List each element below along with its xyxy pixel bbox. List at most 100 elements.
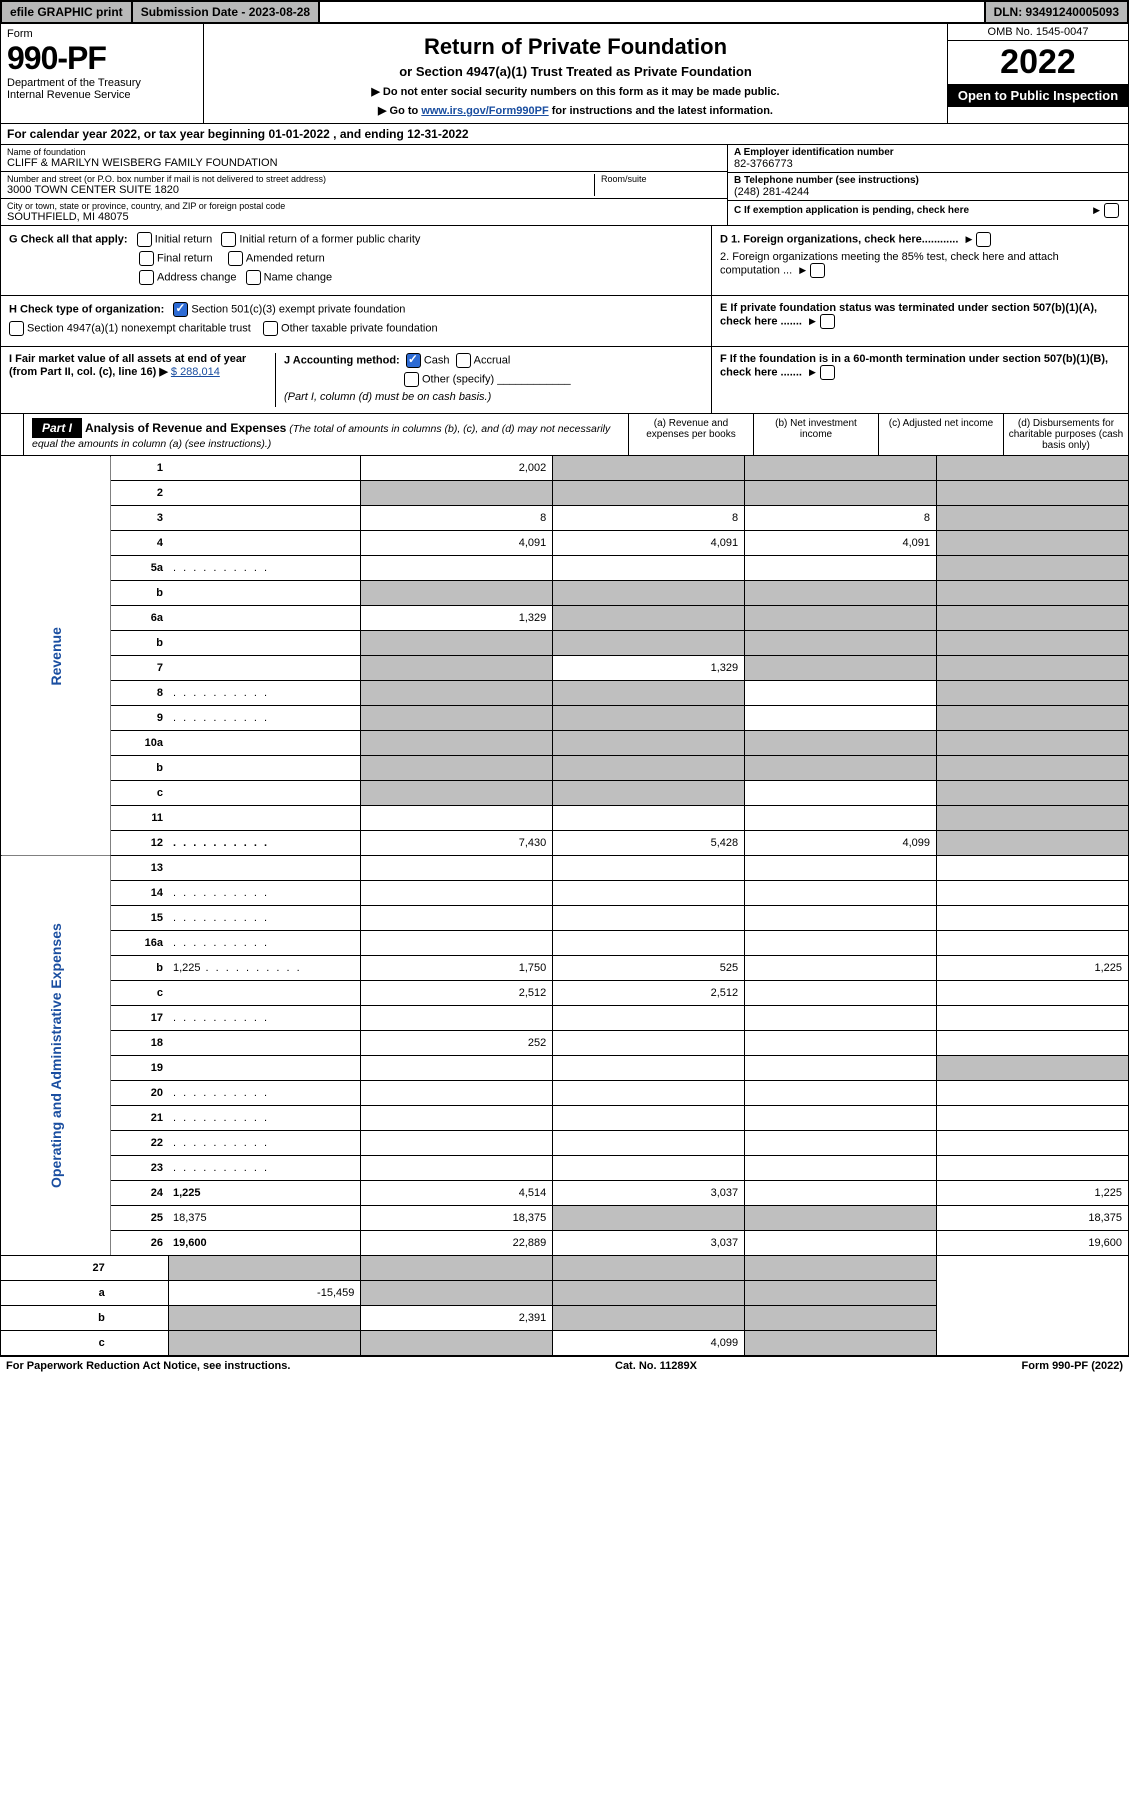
cell-b bbox=[553, 1156, 745, 1181]
phone-value: (248) 281-4244 bbox=[734, 186, 1122, 198]
cell-a bbox=[169, 1331, 361, 1356]
cell-d bbox=[937, 756, 1129, 781]
other-taxable-cb[interactable] bbox=[263, 321, 278, 336]
topbar: efile GRAPHIC print Submission Date - 20… bbox=[0, 0, 1129, 24]
cell-d: 18,375 bbox=[937, 1206, 1129, 1231]
open-inspection: Open to Public Inspection bbox=[948, 84, 1128, 107]
line-desc bbox=[169, 881, 361, 906]
cell-c bbox=[745, 456, 937, 481]
name-change-cb[interactable] bbox=[246, 270, 261, 285]
initial-return-cb[interactable] bbox=[137, 232, 152, 247]
j-label: J Accounting method: bbox=[284, 354, 400, 366]
cell-b: 2,391 bbox=[361, 1306, 553, 1331]
line-number: 5a bbox=[111, 556, 169, 581]
cell-a bbox=[361, 881, 553, 906]
cell-b bbox=[553, 481, 745, 506]
cell-c bbox=[745, 881, 937, 906]
cell-a bbox=[361, 556, 553, 581]
cell-d bbox=[937, 681, 1129, 706]
other-method-cb[interactable] bbox=[404, 372, 419, 387]
identity-block: Name of foundation CLIFF & MARILYN WEISB… bbox=[0, 145, 1129, 226]
amended-return-cb[interactable] bbox=[228, 251, 243, 266]
cell-c bbox=[745, 956, 937, 981]
d2-cb[interactable] bbox=[810, 263, 825, 278]
cell-d: 1,225 bbox=[937, 1181, 1129, 1206]
cell-c bbox=[745, 706, 937, 731]
line-number: a bbox=[1, 1281, 111, 1306]
cell-a bbox=[361, 681, 553, 706]
line-desc bbox=[169, 906, 361, 931]
cash-cb[interactable] bbox=[406, 353, 421, 368]
cell-b bbox=[361, 1331, 553, 1356]
cell-b bbox=[553, 456, 745, 481]
cell-b bbox=[553, 1031, 745, 1056]
cell-d: 1,225 bbox=[937, 956, 1129, 981]
efile-label[interactable]: efile GRAPHIC print bbox=[2, 2, 133, 22]
line-number: 4 bbox=[111, 531, 169, 556]
501c3-cb[interactable] bbox=[173, 302, 188, 317]
cell-a bbox=[361, 706, 553, 731]
cell-c bbox=[745, 781, 937, 806]
cell-b bbox=[553, 581, 745, 606]
topbar-spacer bbox=[320, 2, 985, 22]
col-c-head: (c) Adjusted net income bbox=[878, 414, 1003, 455]
irs-label: Internal Revenue Service bbox=[7, 89, 197, 101]
accrual-cb[interactable] bbox=[456, 353, 471, 368]
cell-c: 8 bbox=[745, 506, 937, 531]
cell-a bbox=[361, 481, 553, 506]
line-desc bbox=[169, 806, 361, 831]
cell-b bbox=[553, 756, 745, 781]
line-number: 10a bbox=[111, 731, 169, 756]
line-desc: 19,600 bbox=[169, 1231, 361, 1256]
cell-b bbox=[361, 1256, 553, 1281]
cell-c bbox=[745, 1106, 937, 1131]
cell-c: 4,091 bbox=[745, 531, 937, 556]
foundation-name-label: Name of foundation bbox=[7, 147, 721, 157]
f-cb[interactable] bbox=[820, 365, 835, 380]
cell-a: -15,459 bbox=[169, 1281, 361, 1306]
cell-b bbox=[553, 1006, 745, 1031]
phone-label: B Telephone number (see instructions) bbox=[734, 175, 1122, 186]
cell-d bbox=[937, 1156, 1129, 1181]
cell-c bbox=[745, 981, 937, 1006]
cell-b bbox=[553, 1131, 745, 1156]
cell-c bbox=[745, 1156, 937, 1181]
cell-a bbox=[361, 581, 553, 606]
line-number: c bbox=[111, 781, 169, 806]
exemption-checkbox[interactable] bbox=[1104, 203, 1119, 218]
cell-a bbox=[361, 656, 553, 681]
cell-a bbox=[169, 1306, 361, 1331]
side-label: Operating and Administrative Expenses bbox=[1, 856, 111, 1256]
cell-a bbox=[169, 1256, 361, 1281]
line-number: b bbox=[111, 581, 169, 606]
address-change-cb[interactable] bbox=[139, 270, 154, 285]
cell-b bbox=[553, 631, 745, 656]
form-title: Return of Private Foundation bbox=[210, 34, 941, 60]
city-label: City or town, state or province, country… bbox=[7, 201, 721, 211]
4947-cb[interactable] bbox=[9, 321, 24, 336]
line-number: c bbox=[1, 1331, 111, 1356]
line-number: 6a bbox=[111, 606, 169, 631]
line-desc bbox=[169, 606, 361, 631]
cell-a bbox=[361, 806, 553, 831]
cell-d bbox=[937, 1106, 1129, 1131]
d1-cb[interactable] bbox=[976, 232, 991, 247]
cell-d bbox=[937, 731, 1129, 756]
line-number: 19 bbox=[111, 1056, 169, 1081]
initial-former-cb[interactable] bbox=[221, 232, 236, 247]
line-number: b bbox=[111, 756, 169, 781]
line-desc bbox=[169, 1131, 361, 1156]
form990pf-link[interactable]: www.irs.gov/Form990PF bbox=[421, 105, 548, 117]
cell-b bbox=[553, 606, 745, 631]
final-return-cb[interactable] bbox=[139, 251, 154, 266]
line-number: 15 bbox=[111, 906, 169, 931]
cell-b: 3,037 bbox=[553, 1231, 745, 1256]
e-cb[interactable] bbox=[820, 314, 835, 329]
g-label: G Check all that apply: bbox=[9, 233, 128, 245]
line-number: 12 bbox=[111, 831, 169, 856]
fmv-value[interactable]: $ 288,014 bbox=[171, 366, 220, 378]
j-note: (Part I, column (d) must be on cash basi… bbox=[284, 391, 703, 403]
f-label: F If the foundation is in a 60-month ter… bbox=[720, 353, 1108, 378]
cell-d bbox=[937, 456, 1129, 481]
cell-d bbox=[937, 856, 1129, 881]
